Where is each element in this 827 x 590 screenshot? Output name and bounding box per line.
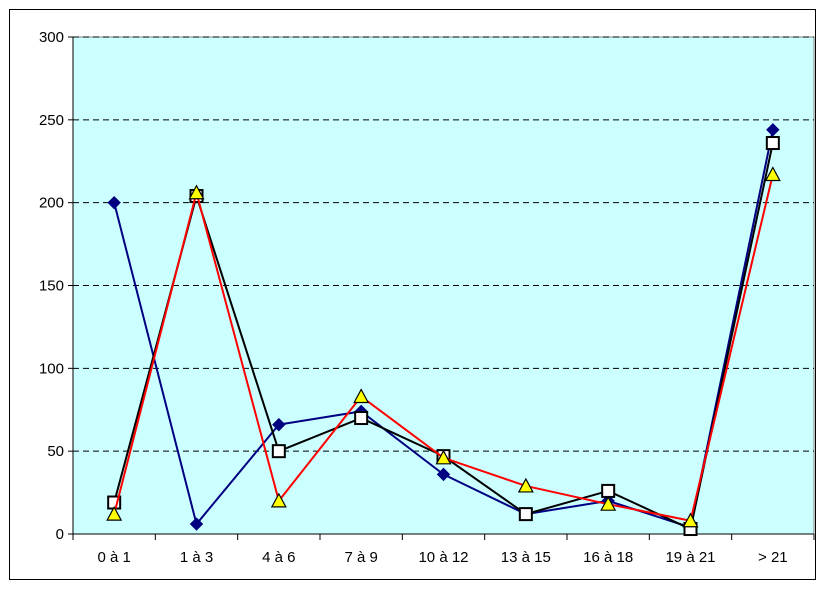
data-point-square: [271, 444, 286, 459]
data-point-square: [518, 507, 533, 522]
data-point-triangle: [270, 492, 287, 508]
x-tick-label: 1 à 3: [180, 549, 213, 566]
data-point-triangle: [764, 166, 781, 182]
data-point-triangle: [188, 184, 205, 200]
y-tick-label: 200: [39, 195, 64, 212]
data-point-triangle: [106, 505, 123, 521]
x-tick-label: 16 à 18: [583, 549, 633, 566]
series-3: [106, 166, 781, 528]
data-point-square: [765, 136, 780, 151]
data-point-square: [354, 411, 369, 426]
data-point-diamond: [766, 123, 780, 137]
y-tick-label: 150: [39, 278, 64, 295]
x-tick-labels: 0 à 1 1 à 3 4 à 6 7 à 9 10 à 12 13 à 15 16 à 1…: [97, 549, 787, 566]
series-group: [106, 123, 781, 537]
data-point-diamond: [107, 195, 121, 210]
data-point-square: [601, 483, 616, 498]
y-tick-labels: 0 50 100 150 200 250 300: [39, 29, 64, 543]
y-tick-label: 0: [56, 526, 64, 543]
x-tick-label: 13 à 15: [501, 549, 551, 566]
data-point-diamond: [189, 517, 204, 531]
x-tick-label: > 21: [758, 549, 788, 566]
y-tick-label: 100: [39, 360, 64, 377]
y-tick-label: 300: [39, 29, 64, 46]
x-tick-label: 7 à 9: [344, 549, 377, 566]
x-tick-label: 0 à 1: [97, 549, 130, 566]
data-point-triangle: [600, 495, 617, 511]
data-point-triangle: [517, 477, 534, 493]
x-tick-label: 10 à 12: [418, 549, 468, 566]
x-tick-label: 19 à 21: [665, 549, 715, 566]
x-tick-label: 4 à 6: [262, 549, 295, 566]
data-point-triangle: [435, 449, 452, 465]
data-point-diamond: [436, 467, 451, 482]
data-point-triangle: [353, 388, 370, 404]
data-point-triangle: [682, 512, 699, 528]
y-tick-label: 50: [47, 443, 64, 460]
y-tick-label: 250: [39, 112, 64, 129]
data-point-diamond: [272, 417, 286, 432]
